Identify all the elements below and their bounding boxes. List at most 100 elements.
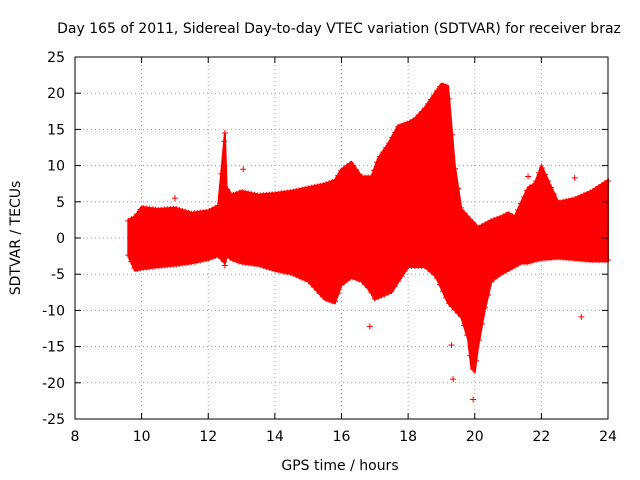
data-point (275, 267, 282, 274)
data-point (451, 294, 458, 301)
y-tick-label: 10 (47, 159, 65, 175)
data-point (416, 257, 423, 264)
data-point (218, 255, 225, 262)
data-point (284, 269, 291, 276)
data-point (131, 214, 138, 221)
data-point (455, 185, 462, 192)
data-point (434, 275, 441, 282)
data-point (299, 186, 306, 193)
y-tick-label: -5 (51, 267, 65, 283)
data-point (293, 272, 300, 279)
data-point (350, 274, 357, 281)
data-point (227, 190, 234, 197)
data-point (431, 92, 438, 99)
data-point (371, 295, 378, 302)
data-point (479, 320, 486, 327)
data-point (485, 291, 492, 298)
data-point (335, 290, 342, 297)
data-point (383, 144, 390, 151)
data-point (230, 256, 237, 263)
data-point (128, 258, 135, 265)
data-point (542, 171, 549, 178)
data-point (441, 281, 448, 288)
data-point (338, 281, 345, 288)
x-tick-label: 24 (599, 429, 617, 445)
data-point (218, 170, 225, 177)
data-point (311, 283, 318, 290)
data-point (404, 256, 411, 263)
data-point (176, 206, 183, 213)
data-point (239, 189, 246, 196)
x-tick-label: 20 (466, 429, 484, 445)
data-point (365, 283, 372, 290)
data-point (401, 121, 408, 128)
data-point (437, 83, 444, 90)
data-point (419, 108, 426, 115)
data-point (206, 255, 213, 262)
data-point (560, 198, 567, 205)
outlier-point (470, 396, 477, 403)
data-point (311, 184, 318, 191)
data-point (377, 153, 384, 160)
data-point (458, 204, 465, 211)
data-point (242, 189, 249, 196)
x-tick-label: 12 (199, 429, 217, 445)
data-point (203, 208, 210, 215)
data-point (179, 207, 186, 214)
data-point (524, 259, 531, 266)
y-tick-label: -15 (42, 340, 65, 356)
data-point (389, 134, 396, 141)
data-point (305, 185, 312, 192)
data-point (452, 306, 459, 313)
data-point (380, 149, 387, 156)
data-point (323, 296, 330, 303)
outlier-point (571, 174, 578, 181)
data-point (194, 258, 201, 265)
data-point (257, 262, 264, 269)
outlier-point (525, 173, 532, 180)
data-point (215, 203, 222, 210)
data-point (391, 283, 398, 290)
data-point (578, 193, 585, 200)
data-point (468, 333, 475, 340)
data-point (467, 216, 474, 223)
data-point (503, 211, 510, 218)
y-tick-label: 15 (47, 122, 65, 138)
outlier-point (240, 166, 247, 173)
data-point (422, 105, 429, 112)
data-point (254, 261, 261, 268)
x-tick-label: 18 (399, 429, 417, 445)
data-series (125, 82, 611, 403)
data-point (386, 140, 393, 147)
data-point (355, 266, 362, 273)
data-point (467, 352, 474, 359)
data-point (381, 291, 388, 298)
data-envelope (127, 82, 609, 375)
data-point (449, 303, 456, 310)
y-tick-label: 0 (56, 231, 65, 247)
data-point (386, 262, 393, 269)
data-point (236, 189, 243, 196)
data-point (191, 258, 198, 265)
data-point (464, 213, 471, 220)
data-point (320, 182, 327, 189)
data-point (345, 262, 352, 269)
data-point (182, 208, 189, 215)
data-point (422, 256, 429, 263)
data-point (398, 258, 405, 265)
data-point (533, 256, 540, 263)
data-point (368, 174, 375, 181)
data-point (263, 263, 270, 270)
data-point (308, 280, 315, 287)
data-point (188, 259, 195, 266)
data-point (431, 271, 438, 278)
data-point (398, 273, 405, 280)
data-point (488, 278, 495, 285)
data-point (491, 216, 498, 223)
data-point (458, 307, 465, 314)
data-point (524, 187, 531, 194)
data-point (353, 166, 360, 173)
data-point (440, 288, 447, 295)
data-point (137, 265, 144, 272)
